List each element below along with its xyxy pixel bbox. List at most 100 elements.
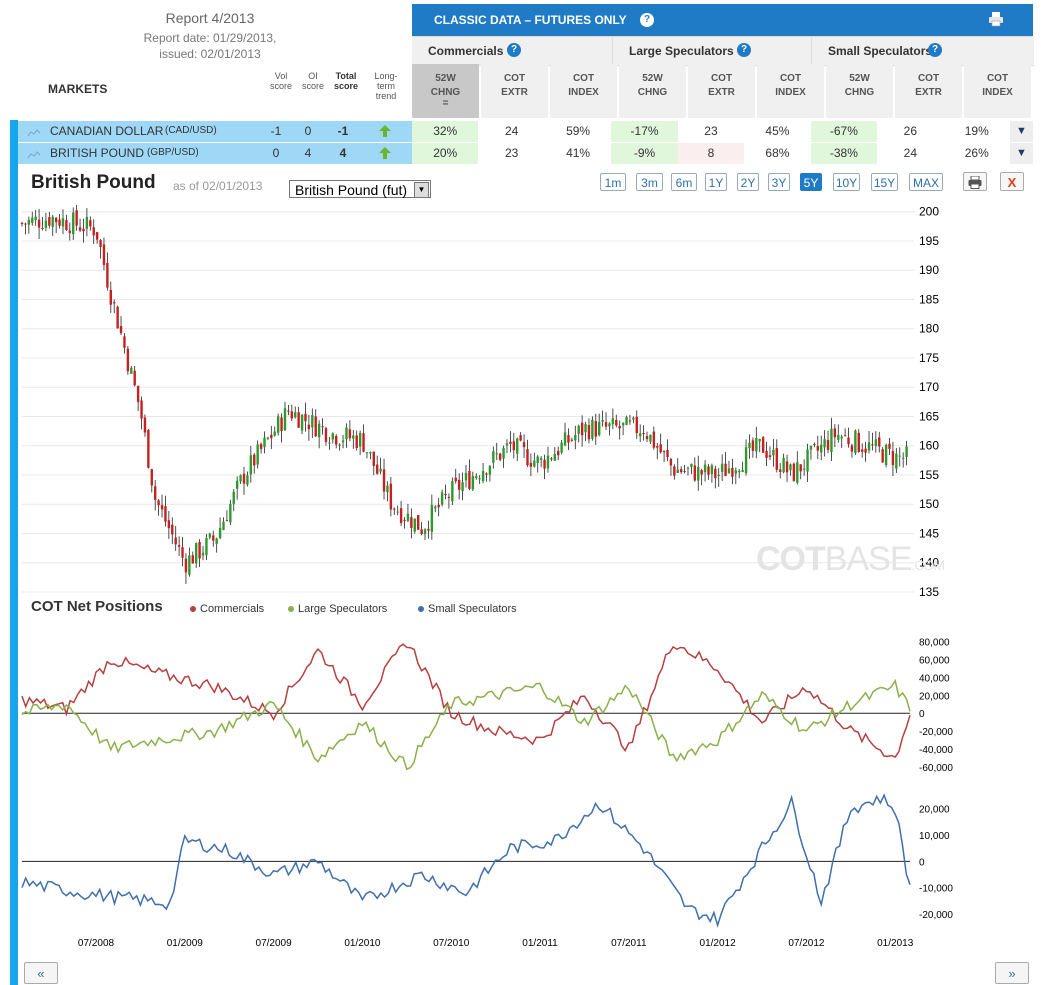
candle xyxy=(621,422,625,436)
market-row[interactable]: CANADIAN DOLLAR (CAD/USD) -1 0 -1 xyxy=(18,121,412,142)
candle xyxy=(24,222,27,235)
score-header-line: term xyxy=(377,81,395,91)
cot-axis-tick: 20,000 xyxy=(919,804,950,815)
candle xyxy=(143,414,147,437)
cot-axis-tick: 80,000 xyxy=(919,637,950,648)
candle xyxy=(140,396,143,430)
candle xyxy=(587,418,591,444)
help-icon[interactable]: ? xyxy=(737,43,751,57)
candle xyxy=(560,439,563,455)
candle xyxy=(498,452,502,462)
candle xyxy=(307,414,311,441)
candle xyxy=(492,446,495,469)
candle xyxy=(748,434,751,459)
cot-axis-tick: -20,000 xyxy=(919,727,953,738)
range-button-3y[interactable]: 3Y xyxy=(768,173,790,191)
candle xyxy=(324,426,328,446)
range-button-10y[interactable]: 10Y xyxy=(833,173,860,191)
candle xyxy=(775,439,778,473)
subheader-line: 52W xyxy=(435,73,456,84)
candle xyxy=(205,533,208,561)
x-axis-tick: 07/2010 xyxy=(433,938,470,949)
prev-page-button[interactable]: « xyxy=(24,962,58,984)
expand-row-button[interactable]: ▼ xyxy=(1010,143,1033,164)
candle xyxy=(95,232,99,244)
subheader-line: COT xyxy=(572,73,595,84)
candle xyxy=(130,365,133,374)
market-select[interactable]: British Pound (fut) ▼ xyxy=(289,180,431,198)
range-button-15y[interactable]: 15Y xyxy=(871,173,898,191)
candle xyxy=(574,425,577,450)
help-icon[interactable]: ? xyxy=(928,43,942,57)
expand-row-button[interactable]: ▼ xyxy=(1010,121,1033,142)
data-cell: -38% xyxy=(810,143,878,164)
subheader-5[interactable]: COT INDEX xyxy=(757,64,824,118)
candle xyxy=(792,462,796,482)
market-code: (GBP/USD) xyxy=(147,147,199,158)
candle xyxy=(905,440,908,466)
candle xyxy=(376,455,379,475)
legend-item: Small Speculators xyxy=(418,603,517,615)
cot-axis-tick: 20,000 xyxy=(919,691,950,702)
price-axis-tick: 195 xyxy=(919,234,939,248)
range-button-1y[interactable]: 1Y xyxy=(705,173,727,191)
range-button-6m[interactable]: 6m xyxy=(671,173,697,191)
subheader-7[interactable]: COT EXTR xyxy=(895,64,962,118)
candle xyxy=(345,423,348,448)
candle xyxy=(362,424,365,453)
close-chart-button[interactable]: X xyxy=(1000,172,1024,191)
next-page-button[interactable]: » xyxy=(995,962,1029,984)
price-axis-tick: 185 xyxy=(919,292,939,306)
subheader-line: COT xyxy=(917,73,940,84)
total-score: 4 xyxy=(339,146,347,160)
range-button-2y[interactable]: 2Y xyxy=(737,173,759,191)
subheader-3[interactable]: 52W CHNG xyxy=(619,64,686,118)
candle xyxy=(335,434,338,449)
printer-icon[interactable] xyxy=(988,11,1004,30)
subheader-line: EXTR xyxy=(501,87,528,98)
market-row[interactable]: BRITISH POUND (GBP/USD) 0 4 4 xyxy=(18,143,412,164)
candle xyxy=(444,484,447,500)
market-name[interactable]: BRITISH POUND xyxy=(50,146,145,160)
candle xyxy=(567,428,570,451)
candle xyxy=(502,445,505,468)
candle xyxy=(102,237,106,271)
subheader-line: 52W xyxy=(849,73,870,84)
candle xyxy=(475,473,478,480)
candle xyxy=(386,481,389,502)
candle xyxy=(714,465,717,489)
range-button-3m[interactable]: 3m xyxy=(636,173,663,191)
candle xyxy=(311,408,314,439)
group-header-0: Commercials? xyxy=(412,36,612,66)
chart-print-button[interactable] xyxy=(963,172,987,191)
candle xyxy=(584,421,587,442)
legend-swatch xyxy=(288,606,294,613)
market-name[interactable]: CANADIAN DOLLAR xyxy=(50,124,164,138)
candle xyxy=(884,443,888,468)
candle xyxy=(635,410,638,439)
help-icon[interactable]: ? xyxy=(507,43,521,57)
subheader-4[interactable]: COT EXTR xyxy=(688,64,755,118)
subheader-0[interactable]: 52W CHNG = xyxy=(412,64,479,118)
candle xyxy=(495,442,498,460)
left-accent-bar xyxy=(10,120,18,985)
candle xyxy=(799,464,802,480)
candle xyxy=(270,425,273,450)
data-cell: 19% xyxy=(943,121,1010,142)
classic-help-icon[interactable]: ? xyxy=(640,13,654,27)
candle xyxy=(157,498,160,516)
candle xyxy=(457,473,461,500)
data-cell: -17% xyxy=(611,121,678,142)
subheader-1[interactable]: COT EXTR xyxy=(481,64,548,118)
range-button-max[interactable]: MAX xyxy=(909,173,943,191)
subheader-6[interactable]: 52W CHNG xyxy=(826,64,893,118)
subheader-8[interactable]: COT INDEX xyxy=(964,64,1031,118)
candle xyxy=(154,480,157,511)
candle xyxy=(123,333,126,354)
range-button-5y[interactable]: 5Y xyxy=(800,173,822,191)
range-button-1m[interactable]: 1m xyxy=(600,173,626,191)
data-cell: 24 xyxy=(478,121,545,142)
subheader-2[interactable]: COT INDEX xyxy=(550,64,617,118)
candle xyxy=(553,447,556,461)
candle xyxy=(174,526,177,551)
